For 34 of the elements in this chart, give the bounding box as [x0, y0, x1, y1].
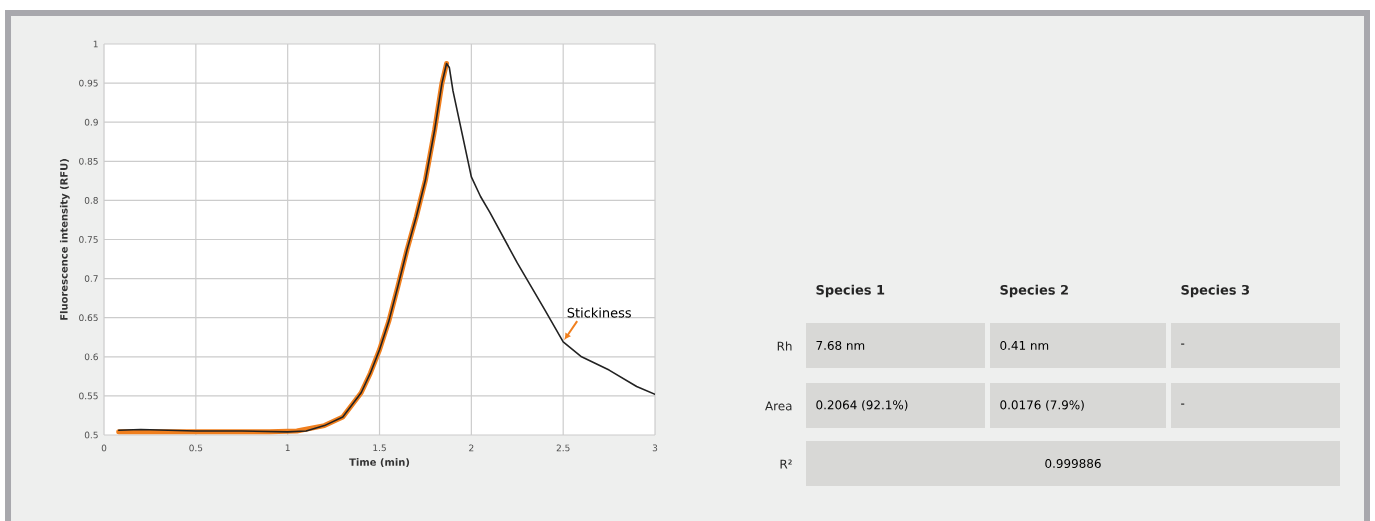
text: 0.999886	[1045, 458, 1101, 469]
y-tick-label: 0.5	[84, 431, 98, 439]
annotation: Stickiness	[567, 307, 631, 318]
y-tick-label: 0.75	[79, 236, 98, 243]
category-label: Area	[765, 401, 792, 411]
y-tick-label: 1	[93, 40, 98, 48]
y-tick-label: 0.55	[79, 392, 98, 400]
y-axis-title: Fluorescence intensity (RFU)	[59, 159, 70, 320]
text: -	[1181, 343, 1185, 345]
x-tick-label: 1	[285, 444, 290, 452]
x-tick-label: 0	[101, 444, 107, 452]
x-tick-label: 0.5	[189, 444, 203, 452]
y-tick-label: 0.8	[84, 196, 98, 204]
text: 0.41 nm	[1000, 340, 1049, 351]
text: 0.2064 (92.1%)	[816, 400, 908, 411]
text: -	[1181, 403, 1185, 405]
x-tick-label: 2.5	[556, 444, 570, 452]
x-tick-label: 3	[652, 444, 658, 452]
category-label: Species 3	[1181, 284, 1250, 298]
y-tick-label: 0.7	[84, 275, 98, 282]
category-label: Species 1	[816, 284, 885, 298]
x-tick-label: 1.5	[373, 444, 386, 452]
y-tick-label: 0.85	[79, 157, 98, 165]
category-label: R²	[780, 459, 792, 469]
category-label: Species 2	[1000, 284, 1068, 298]
text: 0.0176 (7.9%)	[1000, 400, 1084, 411]
category-label: Rh	[777, 341, 792, 351]
x-axis-title: Time (min)	[349, 458, 410, 468]
text: 7.68 nm	[816, 340, 865, 351]
y-tick-label: 0.65	[79, 314, 98, 322]
y-tick-label: 0.9	[84, 118, 98, 126]
x-tick-label: 2	[469, 444, 474, 452]
y-tick-label: 0.6	[84, 353, 98, 361]
y-tick-label: 0.95	[79, 79, 98, 87]
